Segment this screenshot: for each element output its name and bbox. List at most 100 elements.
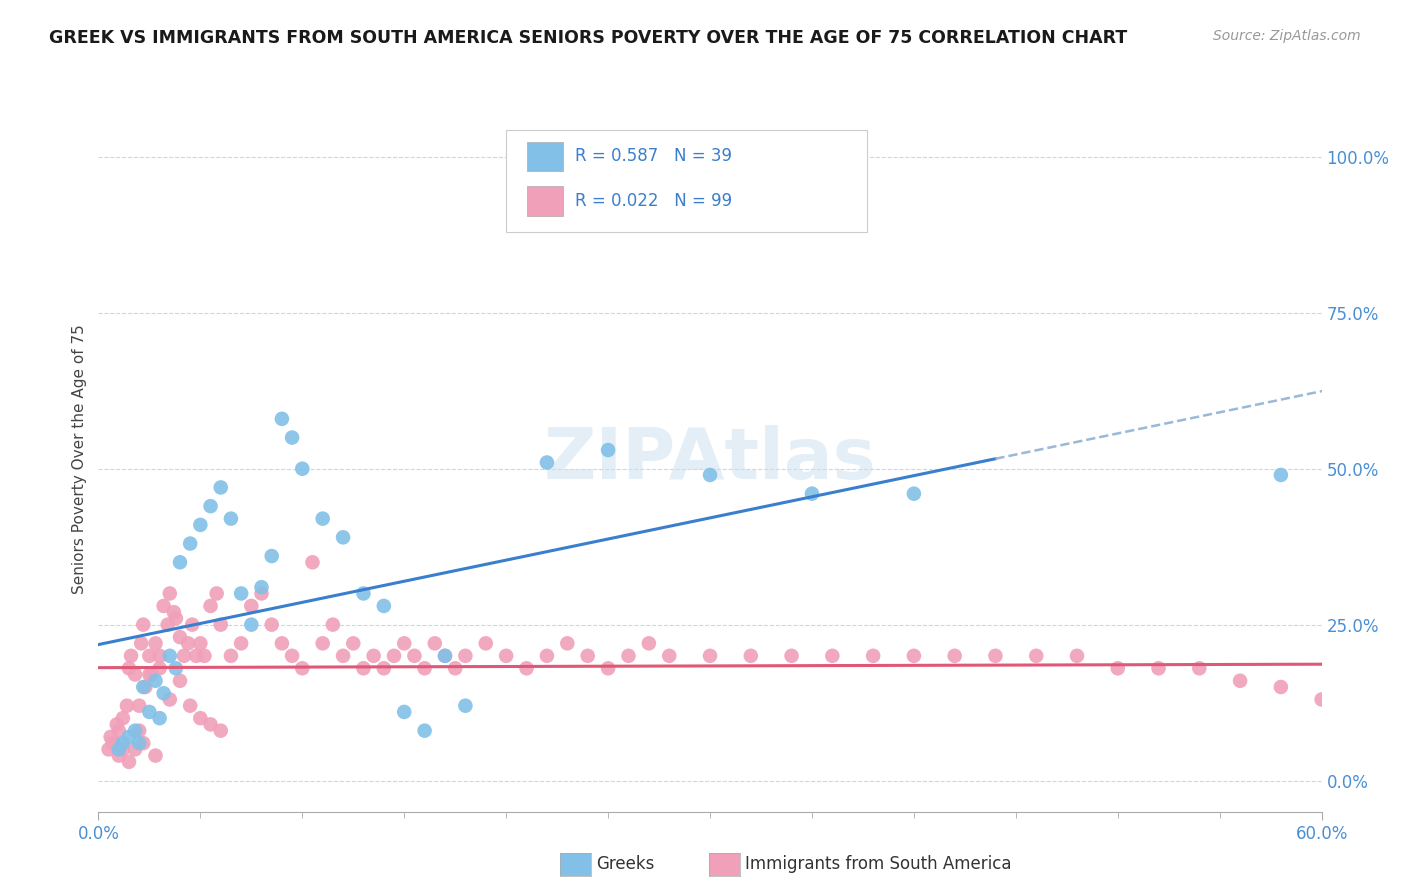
Point <box>134 680 156 694</box>
Point <box>444 661 467 675</box>
Point <box>516 661 538 675</box>
Point <box>104 736 127 750</box>
Point <box>200 717 222 731</box>
Point <box>943 648 966 663</box>
Point <box>240 599 263 613</box>
Point <box>193 648 215 663</box>
Point <box>159 692 181 706</box>
Point <box>903 486 925 500</box>
Point <box>111 711 134 725</box>
Point <box>434 648 457 663</box>
Point <box>128 723 150 738</box>
Point <box>1229 673 1251 688</box>
Point <box>165 611 187 625</box>
Point <box>862 648 884 663</box>
Point <box>156 617 179 632</box>
Point <box>301 555 323 569</box>
Point <box>342 636 364 650</box>
Point <box>209 617 232 632</box>
Point <box>209 480 232 494</box>
Point <box>801 486 824 500</box>
Point <box>200 499 222 513</box>
Point <box>312 511 335 525</box>
Point <box>108 723 131 738</box>
Point <box>555 636 579 650</box>
Point <box>219 511 242 525</box>
Point <box>181 617 204 632</box>
Point <box>108 748 131 763</box>
Point <box>536 648 558 663</box>
Point <box>186 648 208 663</box>
Point <box>413 661 436 675</box>
Point <box>984 648 1007 663</box>
Point <box>1147 661 1170 675</box>
FancyBboxPatch shape <box>506 130 866 233</box>
Point <box>1066 648 1088 663</box>
Point <box>423 636 446 650</box>
Point <box>188 711 212 725</box>
Point <box>250 586 273 600</box>
Point <box>373 661 395 675</box>
Point <box>322 617 344 632</box>
Point <box>219 648 242 663</box>
Point <box>173 648 195 663</box>
Point <box>231 586 253 600</box>
Point <box>382 648 405 663</box>
Point <box>159 648 181 663</box>
Point <box>108 742 131 756</box>
Point <box>536 455 558 469</box>
Point <box>132 680 155 694</box>
Point <box>1270 467 1292 482</box>
Point <box>205 586 228 600</box>
Point <box>188 517 212 532</box>
Point <box>260 617 283 632</box>
Point <box>270 636 294 650</box>
Point <box>392 705 416 719</box>
Point <box>270 412 294 426</box>
Point <box>312 636 335 650</box>
Point <box>209 723 232 738</box>
Point <box>115 698 138 713</box>
Point <box>576 648 599 663</box>
Point <box>598 443 620 458</box>
Text: R = 0.022   N = 99: R = 0.022 N = 99 <box>575 192 733 210</box>
Point <box>363 648 385 663</box>
Point <box>404 648 426 663</box>
Text: GREEK VS IMMIGRANTS FROM SOUTH AMERICA SENIORS POVERTY OVER THE AGE OF 75 CORREL: GREEK VS IMMIGRANTS FROM SOUTH AMERICA S… <box>49 29 1128 46</box>
Point <box>149 661 172 675</box>
Point <box>291 661 314 675</box>
Point <box>159 586 181 600</box>
Point <box>138 705 160 719</box>
Point <box>124 723 146 738</box>
Point <box>332 648 354 663</box>
Point <box>637 636 661 650</box>
Point <box>120 648 142 663</box>
Point <box>281 431 304 445</box>
Point <box>128 736 150 750</box>
Point <box>740 648 762 663</box>
Point <box>169 630 191 644</box>
FancyBboxPatch shape <box>527 186 564 216</box>
Point <box>903 648 925 663</box>
Point <box>495 648 517 663</box>
Text: Greeks: Greeks <box>596 855 655 873</box>
Point <box>454 698 477 713</box>
Point <box>352 586 374 600</box>
Text: Source: ZipAtlas.com: Source: ZipAtlas.com <box>1213 29 1361 43</box>
Point <box>179 536 201 550</box>
Point <box>617 648 640 663</box>
Point <box>240 617 263 632</box>
Point <box>352 661 374 675</box>
Point <box>141 667 163 681</box>
Point <box>658 648 681 663</box>
Point <box>413 723 436 738</box>
Point <box>138 648 160 663</box>
Point <box>138 667 160 681</box>
Point <box>163 605 186 619</box>
Point <box>179 698 201 713</box>
Point <box>1310 692 1333 706</box>
Point <box>105 717 128 731</box>
Point <box>129 636 152 650</box>
Point <box>188 636 212 650</box>
Point <box>165 661 187 675</box>
